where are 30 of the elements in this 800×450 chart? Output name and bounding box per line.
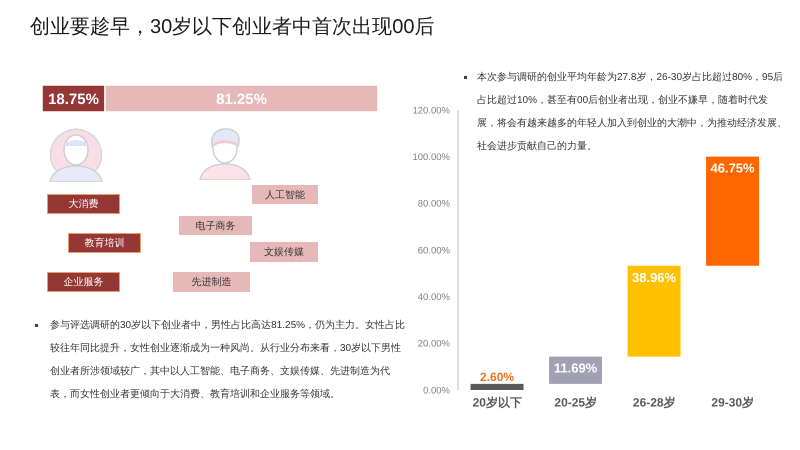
y-tick-label: 20.00% bbox=[418, 338, 451, 350]
tag-box: 先进制造 bbox=[173, 272, 250, 292]
bar bbox=[706, 156, 760, 266]
y-tick-label: 80.00% bbox=[418, 198, 451, 210]
data-label: 81.25% bbox=[216, 90, 267, 108]
x-tick-label: 26-28岁 bbox=[632, 396, 676, 410]
x-tick-label: 20-25岁 bbox=[554, 396, 598, 410]
text: 本次参与调研的创业平均年龄为27.8岁，26-30岁占比超过80%，95后占比超过10%，甚至有00后创业者出现，创业不嫌早，随着时代发展，将会有越来越多的年轻人加入到创业的大潮中，为推动经济发展、社会进步贡献自己的力量。 bbox=[477, 72, 787, 152]
tag-box: 教育培训 bbox=[68, 233, 141, 253]
y-tick-label: 100.00% bbox=[412, 152, 451, 164]
x-tick-label: 29-30岁 bbox=[711, 396, 754, 410]
tag-box: 大消费 bbox=[47, 194, 120, 214]
tag-box: 文娱传媒 bbox=[250, 242, 318, 262]
tag-box: 人工智能 bbox=[252, 185, 318, 204]
data-label: 46.75% bbox=[710, 160, 756, 176]
data-label: 11.69% bbox=[554, 360, 598, 376]
tag-box: 电子商务 bbox=[179, 216, 252, 235]
data-label: 18.75% bbox=[48, 90, 99, 108]
bar bbox=[470, 384, 524, 390]
data-label: 2.60% bbox=[480, 370, 514, 384]
text: 参与评选调研的30岁以下创业者中，男性占比高达81.25%，仍为主力。女性占比较往年同比提升，女性创业逐渐成为一种风尚。从行业分布来看，30岁以下男性创业者所涉领域较广，其中以人工智能、电子商务、文娱传媒、先进制造为代表，而女性创业者更倾向于大消费、教育培训和企业服务等领域。 bbox=[50, 320, 406, 400]
data-label: 38.96% bbox=[632, 270, 677, 285]
y-tick-label: 120.00% bbox=[412, 105, 451, 116]
tag-box: 企业服务 bbox=[47, 272, 120, 292]
y-tick-label: 60.00% bbox=[418, 245, 451, 256]
y-tick-label: 0.00% bbox=[423, 385, 451, 396]
x-tick-label: 20岁以下 bbox=[472, 396, 522, 410]
y-tick-label: 40.00% bbox=[418, 292, 451, 304]
chart-title: 创业要趁早，30岁以下创业者中首次出现00后 bbox=[30, 15, 434, 40]
bar bbox=[628, 266, 681, 357]
